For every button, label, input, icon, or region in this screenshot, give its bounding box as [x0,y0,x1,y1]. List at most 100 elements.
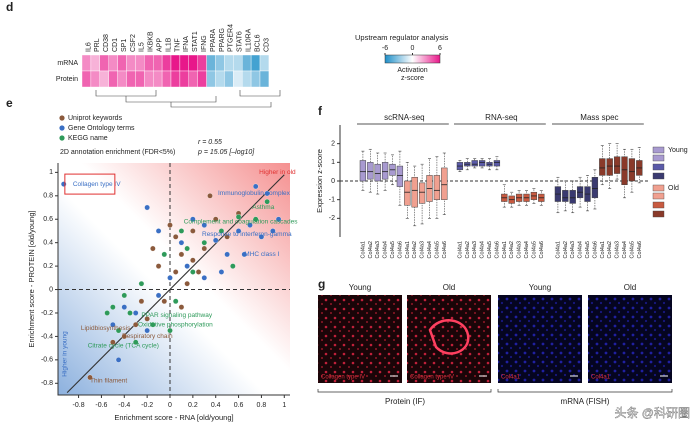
legend-swatch [652,201,665,209]
image-caption: Collagen type IV [410,375,454,381]
point [224,234,230,240]
heatmap-cell [152,70,163,88]
box [478,160,486,167]
box [359,160,367,182]
x-tick-label: Col4a1 [600,241,606,258]
x-tick-label: Col4a4 [383,241,389,258]
micrograph [498,295,582,383]
image-caption: Col4a1 [501,375,521,381]
point [195,269,202,275]
heatmap-cell [161,54,172,72]
heatmap-cell [161,70,172,88]
point [121,304,128,310]
x-tick-label: Col4a3 [472,241,478,258]
group-title: Mass spec [580,113,618,122]
point [264,198,270,205]
image-caption: Collagen type IV [321,375,365,381]
point [87,374,93,381]
heatmap-cell [206,70,216,88]
point [104,310,110,316]
image-title: Old [624,283,636,292]
y-tick-label: 1 [331,159,335,166]
point [218,269,225,275]
image-title: Young [529,283,551,292]
point [121,333,128,340]
point [212,237,219,244]
x-tick-label: 0.6 [234,402,244,409]
row-label: Protein [56,76,78,83]
x-tick-label: Col4a6 [442,241,448,258]
heatmap-cell [90,70,101,88]
x-tick-label: Col4a4 [622,241,628,258]
point [184,245,190,252]
y-tick-label: 1 [49,169,53,176]
x-tick-label: Col4a5 [531,241,537,258]
legend-marker [59,125,65,131]
heatmap-cell [206,54,216,72]
point [127,310,133,316]
stat: r = 0.55 [198,139,222,146]
x-tick-label: Col4a3 [570,241,576,258]
corner-label: Higher in young [62,331,69,377]
heatmap-cell [117,54,127,72]
heatmap-cell [152,54,163,72]
point [235,214,242,220]
point [218,228,225,234]
point [167,222,173,228]
x-tick-label: Col4a6 [592,241,598,258]
point [144,327,150,334]
x-axis-label: Enrichment score - RNA [old/young] [114,413,233,422]
point [201,275,208,281]
group-label: mRNA (FISH) [561,397,610,406]
box [621,156,628,185]
column-label: IL10RA [245,28,252,52]
x-tick-label: 0.4 [211,402,221,409]
heatmap-cell [170,54,181,72]
y-tick-label: -2 [329,215,335,222]
heatmap-cell [259,70,270,88]
annotation: Complement and coagulation cascades [184,218,299,225]
highlight-box [64,173,116,195]
x-tick-label: -0.4 [118,402,130,409]
column-label: IFNG [201,35,208,52]
point [167,275,173,281]
point [167,327,173,334]
image-title: Young [349,283,371,292]
subtitle: 2D annotation enrichment (FDR<5%) [60,149,175,156]
colorbar-tick-label: 6 [438,45,442,52]
point [178,228,185,234]
column-label: IL1B [165,37,172,52]
box [411,177,418,208]
annotation: Lipidbiosynthesis [81,325,131,332]
legend-swatch [652,210,665,218]
annotation: Higher in old [259,169,296,176]
point [252,183,259,190]
box [493,160,501,167]
point [201,245,208,252]
trend-line [66,174,285,394]
heatmap-cell [241,70,252,88]
box [396,165,404,187]
heatmap-cell [135,54,145,72]
heatmap-cell [144,70,154,88]
x-tick-label: Col4a5 [390,241,396,258]
heatmap-cell [224,54,234,72]
point [201,222,208,228]
heatmap-cell [81,54,92,72]
heatmap-cell [179,70,189,88]
x-tick-label: Col4a6 [397,241,403,258]
heatmap-cell [197,54,207,72]
heatmap-cell [215,70,225,88]
point [184,280,190,287]
x-tick-label: Col4a3 [420,241,426,258]
legend-marker [59,115,65,121]
panel-label: e [6,96,13,110]
point [110,339,116,346]
point [224,251,230,258]
heatmap-cell [126,70,136,88]
y-tick-label: -0.6 [41,357,53,364]
point [150,321,156,328]
column-label: IL5 [139,42,146,52]
column-label: IKBKB [148,31,155,52]
